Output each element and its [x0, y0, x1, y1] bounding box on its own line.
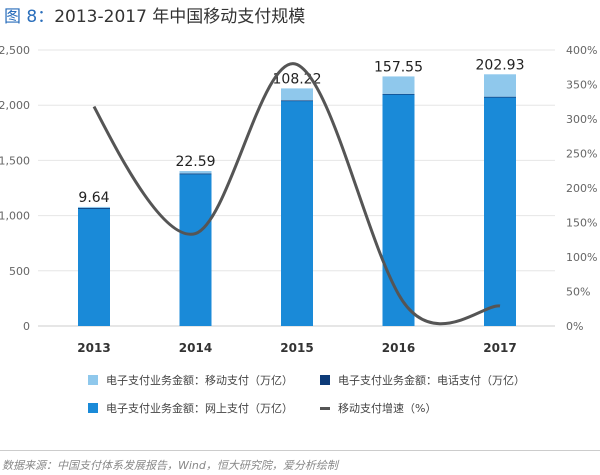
- bar-segment: [484, 74, 516, 97]
- legend-swatch: [88, 403, 98, 413]
- y-right-tick-label: 400%: [566, 44, 597, 57]
- chart: 0 500 1,000 1,500 2,000 2,500 0% 50% 100% 150% 200…: [0, 44, 597, 355]
- growth-rate-line: [92, 62, 501, 326]
- y-left-tick-label: 2,500: [0, 44, 30, 57]
- y-left-tick-label: 500: [9, 265, 30, 278]
- figure-number: 图 8：: [4, 7, 55, 27]
- y-left-tick-label: 0: [23, 320, 30, 333]
- legend-swatch: [88, 375, 98, 385]
- data-label: 9.64: [78, 190, 109, 206]
- data-label: 22.59: [175, 154, 215, 170]
- y-right-tick-label: 300%: [566, 113, 597, 126]
- x-tick-label: 2017: [483, 341, 516, 355]
- x-tick-label: 2014: [179, 341, 212, 355]
- legend-label: 电子支付业务金额：网上支付（万亿）: [106, 402, 293, 415]
- title-text: 2013-2017 年中国移动支付规模: [54, 7, 306, 27]
- y-right-tick-label: 250%: [566, 148, 597, 161]
- legend-item-mobile: 电子支付业务金额：移动支付（万亿）: [88, 372, 293, 388]
- y-right-tick-label: 100%: [566, 251, 597, 264]
- y-left-tick-label: 2,000: [0, 99, 30, 112]
- source-note: 数据来源：中国支付体系发展报告，Wind，恒大研究院，爱分析绘制: [2, 459, 338, 472]
- y-right-tick-label: 50%: [566, 286, 590, 299]
- data-label: 202.93: [476, 57, 525, 73]
- bar-segment: [179, 173, 212, 175]
- legend-item-online: 电子支付业务金额：网上支付（万亿）: [88, 400, 293, 416]
- x-tick-label: 2015: [280, 341, 313, 355]
- bar-segment: [484, 96, 516, 98]
- bar-segment: [382, 76, 415, 94]
- legend-swatch: [320, 375, 330, 385]
- y-right-tick-label: 350%: [566, 79, 597, 92]
- x-tick-label: 2013: [77, 341, 110, 355]
- legend-label: 电子支付业务金额：电话支付（万亿）: [338, 374, 525, 387]
- y-left-tick-label: 1,500: [0, 154, 30, 167]
- y-right-tick-label: 150%: [566, 217, 597, 230]
- bar-segment: [78, 206, 110, 208]
- bar-segment: [281, 100, 313, 102]
- legend-label: 电子支付业务金额：移动支付（万亿）: [106, 374, 293, 387]
- bar-segment: [382, 94, 415, 326]
- chart-title: 图 8：2013-2017 年中国移动支付规模: [4, 2, 305, 27]
- legend-line: [320, 406, 330, 410]
- bar-segment: [281, 100, 313, 326]
- legend-item-phone: 电子支付业务金额：电话支付（万亿）: [320, 372, 525, 388]
- y-right-tick-label: 0%: [566, 320, 583, 333]
- data-label: 157.55: [374, 59, 423, 75]
- bar-segment: [78, 208, 110, 326]
- bar-segment: [382, 93, 415, 95]
- x-tick-label: 2016: [382, 341, 415, 355]
- divider: [0, 450, 600, 451]
- bar-segment: [179, 174, 212, 326]
- legend-item-growth: 移动支付增速（%）: [320, 400, 436, 416]
- bar-segment: [179, 171, 212, 174]
- bar-segment: [281, 88, 313, 101]
- y-right-tick-label: 200%: [566, 182, 597, 195]
- bar-segment: [484, 96, 516, 326]
- bar-segment: [78, 207, 110, 209]
- y-left-tick-label: 1,000: [0, 210, 30, 223]
- legend-label: 移动支付增速（%）: [338, 402, 437, 415]
